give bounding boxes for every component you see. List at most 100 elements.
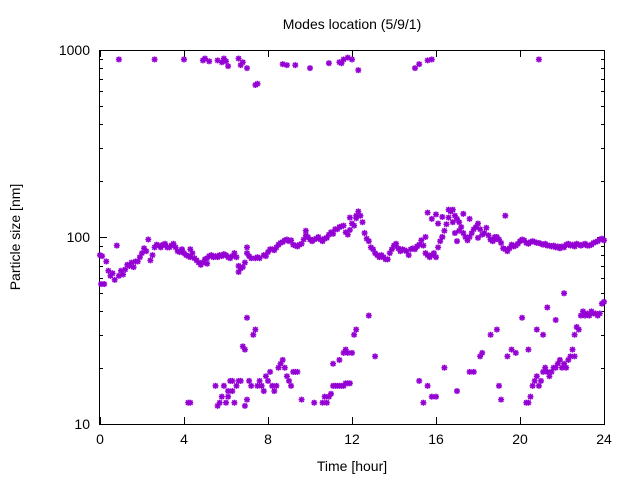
data-point [487,331,494,338]
data-point [525,399,532,406]
x-tick-label: 4 [180,431,188,447]
data-point [346,227,353,234]
x-tick-label: 0 [96,431,104,447]
data-point [286,377,292,384]
data-point [556,356,563,363]
data-point [435,244,442,251]
data-points [97,54,607,409]
data-point [111,276,118,283]
data-point [223,399,229,406]
data-point [428,215,435,222]
data-point [292,62,299,69]
data-point [575,326,582,333]
data-point [441,227,448,234]
data-point [279,61,286,68]
data-point [187,246,194,253]
data-point [420,242,427,249]
data-point [460,210,467,217]
data-point [294,368,301,375]
data-point [498,239,505,246]
data-point [248,382,255,389]
data-point [496,382,502,389]
data-point [239,59,246,66]
data-point [342,346,349,353]
data-point [241,259,248,266]
data-point [283,62,290,69]
data-point [477,226,484,233]
y-axis-label: Particle size [nm] [7,184,23,291]
data-point [493,326,500,333]
data-point [101,281,108,288]
data-point [120,271,127,278]
data-point [265,377,271,384]
data-point [225,388,232,395]
data-point [346,214,353,221]
data-point [384,256,391,263]
data-point [307,65,313,72]
data-point [359,219,366,226]
data-point [267,368,274,375]
data-point [330,360,337,367]
data-point [601,298,607,305]
data-point [99,253,106,260]
data-point [466,215,473,222]
data-point [220,382,227,389]
data-point [256,255,263,262]
data-point [439,213,446,220]
data-point [454,238,460,245]
data-point [416,61,423,68]
data-point [279,356,286,363]
data-point [269,382,276,389]
data-point [244,396,250,403]
data-point [246,377,253,384]
data-point [233,382,240,389]
data-point [533,326,540,333]
data-point [353,212,360,219]
data-point [206,58,213,65]
data-point [355,67,362,74]
data-point [151,56,158,63]
data-point [281,364,288,371]
data-point [445,206,452,213]
data-point [449,206,456,213]
data-point [491,234,498,240]
x-tick-label: 20 [512,431,528,447]
data-point [540,331,547,338]
data-point [416,377,423,384]
data-point [349,56,355,63]
data-point [420,399,427,406]
data-point [147,257,154,264]
x-tick-label: 16 [428,431,444,447]
data-point [105,267,112,274]
data-point [443,221,450,228]
data-point [204,260,211,267]
data-point [349,349,355,356]
data-point [514,240,521,247]
x-axis-label: Time [hour] [317,458,387,474]
data-point [302,227,309,234]
data-point [218,393,225,400]
data-point [529,382,536,389]
x-tick-labels: 0 4 8 12 16 20 24 [96,431,612,447]
data-point [533,373,540,380]
data-point [456,219,463,226]
axis-ticks [100,50,605,425]
data-point [283,373,290,380]
plot-frame [99,50,605,425]
data-point [475,234,481,241]
data-point [256,377,263,384]
data-point [424,209,431,216]
data-point [519,314,526,321]
data-point [563,364,570,371]
data-point [418,237,425,244]
data-point [336,356,343,363]
data-point [260,388,267,395]
data-point [109,270,116,277]
data-point [223,58,229,65]
data-point [143,248,150,255]
data-point [596,310,603,317]
data-point [470,368,477,375]
data-point [351,331,358,338]
x-tick-label: 12 [344,431,360,447]
